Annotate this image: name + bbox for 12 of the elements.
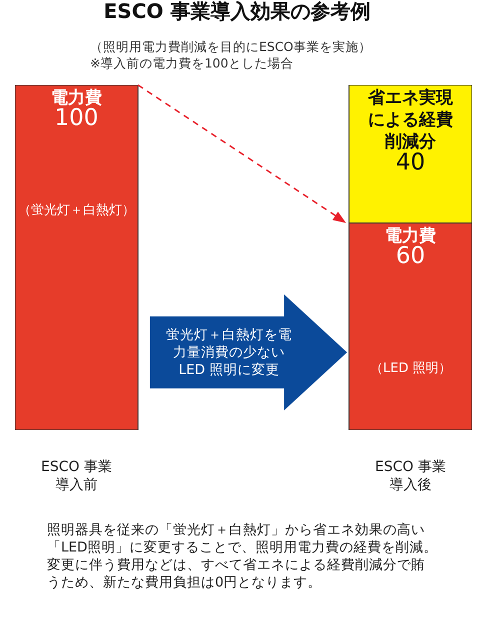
- chart-title: ESCO 事業導入効果の参考例: [104, 0, 370, 23]
- x-tick-label: ESCO 事業導入前: [40, 459, 112, 494]
- chart-subtitle: （照明用電力費削減を目的にESCO事業を実施） ※導入前の電力費を100とした場合: [90, 39, 372, 70]
- annotation: （LED 照明）: [370, 361, 452, 376]
- annotation: 蛍光灯＋白熱灯を電力量消費の少ないLED 照明に変更: [166, 327, 292, 378]
- text: 電力費: [385, 226, 436, 246]
- annotation: （蛍光灯＋白熱灯）: [18, 203, 135, 218]
- data-label: 60: [396, 243, 426, 270]
- series-label: 電力費: [50, 88, 102, 108]
- x-tick-label: ESCO 事業導入後: [375, 459, 446, 494]
- text: 照明器具を従来の「蛍光灯＋白熱灯」から省エネ効果の高い「LED照明」に変更することで、照明用電力費の経費を削減。変更に伴う費用などは、すべて省エネによる経費削減分で賄うため、新たな費用負担は0円となります。: [47, 522, 438, 591]
- data-label: 100: [54, 105, 98, 132]
